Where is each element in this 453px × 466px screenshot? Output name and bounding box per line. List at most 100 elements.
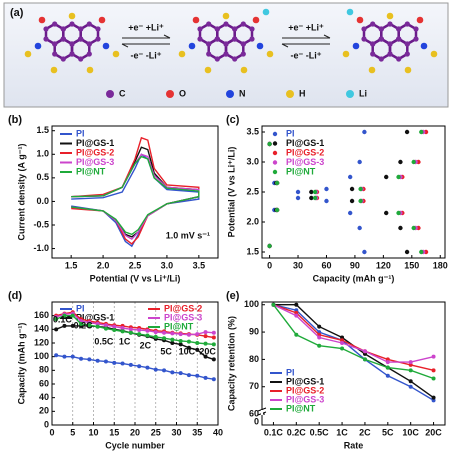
atom-c bbox=[361, 26, 367, 32]
marker bbox=[385, 360, 390, 365]
atom-c bbox=[387, 41, 393, 47]
reaction-forward: +e⁻ +Li⁺ bbox=[288, 22, 324, 32]
atom bbox=[266, 50, 274, 58]
legend-label: C bbox=[119, 88, 126, 98]
marker bbox=[211, 357, 216, 362]
atom-li bbox=[262, 8, 270, 16]
marker bbox=[186, 339, 191, 344]
marker bbox=[153, 367, 158, 372]
atom bbox=[34, 42, 42, 50]
marker bbox=[62, 354, 67, 359]
point bbox=[267, 141, 272, 147]
rate-label: 5C bbox=[160, 346, 172, 356]
marker bbox=[79, 321, 84, 326]
marker bbox=[362, 357, 367, 362]
y-tick-label: 60 bbox=[249, 408, 259, 418]
marker bbox=[431, 368, 436, 373]
x-axis-label: Potential (V vs Li⁺/Li) bbox=[90, 273, 181, 283]
legend-label: PI@GS-2 bbox=[164, 303, 202, 313]
marker bbox=[128, 362, 133, 367]
point bbox=[274, 180, 280, 186]
atom bbox=[404, 66, 412, 74]
atom bbox=[188, 42, 196, 50]
x-axis-label: Cycle number bbox=[105, 440, 165, 450]
legend-atom bbox=[286, 90, 294, 98]
y-tick-label: 1.5 bbox=[246, 246, 259, 256]
atom-c bbox=[60, 26, 66, 32]
atom-c bbox=[69, 41, 75, 47]
y-tick-label: 0 bbox=[254, 416, 259, 426]
atom-c bbox=[404, 41, 410, 47]
y-tick-label: 1.5 bbox=[36, 125, 49, 135]
marker bbox=[340, 335, 345, 340]
point bbox=[274, 207, 280, 213]
atom bbox=[368, 66, 376, 74]
marker bbox=[120, 329, 125, 334]
y-tick-label: 80 bbox=[39, 365, 49, 375]
marker bbox=[408, 360, 413, 365]
marker bbox=[203, 375, 208, 380]
y-tick-label: 3.0 bbox=[246, 156, 259, 166]
rate-label: 20C bbox=[199, 346, 216, 356]
plot-frame bbox=[261, 125, 446, 259]
marker bbox=[120, 361, 125, 366]
x-tick-label: 1.5 bbox=[65, 260, 78, 270]
atom-c bbox=[249, 26, 255, 32]
series-line bbox=[71, 155, 200, 236]
atom-c bbox=[60, 36, 66, 42]
point bbox=[309, 189, 314, 195]
y-axis-label: Capacity retention (%) bbox=[226, 316, 236, 411]
rate-label: 0.5C bbox=[94, 336, 114, 346]
point bbox=[362, 249, 367, 255]
point bbox=[295, 195, 301, 201]
legend-label: O bbox=[179, 88, 186, 98]
atom bbox=[68, 12, 76, 20]
marker bbox=[362, 351, 367, 356]
atom-c bbox=[232, 36, 238, 42]
marker bbox=[170, 337, 175, 342]
x-tick-label: 20C bbox=[425, 427, 442, 437]
marker bbox=[178, 342, 183, 347]
atom bbox=[192, 16, 200, 24]
axis-break-gap bbox=[261, 410, 263, 415]
point bbox=[419, 249, 424, 255]
marker bbox=[162, 330, 167, 335]
y-tick-label: 60 bbox=[39, 378, 49, 388]
point bbox=[396, 174, 401, 180]
x-tick-label: 2.0 bbox=[97, 260, 110, 270]
marker bbox=[95, 324, 100, 329]
marker bbox=[431, 354, 436, 359]
legend-swatch bbox=[272, 160, 278, 165]
marker bbox=[145, 365, 150, 370]
point bbox=[312, 189, 318, 195]
marker bbox=[103, 323, 108, 328]
y-tick-label: 70 bbox=[249, 381, 259, 391]
marker bbox=[62, 313, 67, 318]
atom-c bbox=[249, 36, 255, 42]
legend-atom bbox=[346, 90, 354, 98]
point bbox=[358, 186, 363, 192]
legend-label: PI@GS-1 bbox=[76, 312, 114, 322]
marker bbox=[145, 333, 150, 338]
atom bbox=[86, 66, 94, 74]
marker bbox=[186, 332, 191, 337]
atom-c bbox=[43, 26, 49, 32]
x-tick-label: 2C bbox=[359, 427, 371, 437]
legend-atom bbox=[226, 90, 234, 98]
series-line bbox=[273, 304, 434, 402]
marker bbox=[178, 332, 183, 337]
x-axis-label: Rate bbox=[344, 440, 364, 450]
atom-c bbox=[370, 21, 376, 27]
atom-c bbox=[404, 21, 410, 27]
atom-c bbox=[404, 51, 410, 57]
point bbox=[396, 210, 401, 216]
x-tick-label: 180 bbox=[433, 260, 448, 270]
x-tick-label: 5 bbox=[70, 427, 75, 437]
marker bbox=[340, 346, 345, 351]
marker bbox=[211, 335, 216, 340]
legend-label: PI@NT bbox=[164, 321, 194, 331]
atom-c bbox=[86, 51, 92, 57]
point bbox=[404, 249, 410, 255]
marker bbox=[170, 331, 175, 336]
